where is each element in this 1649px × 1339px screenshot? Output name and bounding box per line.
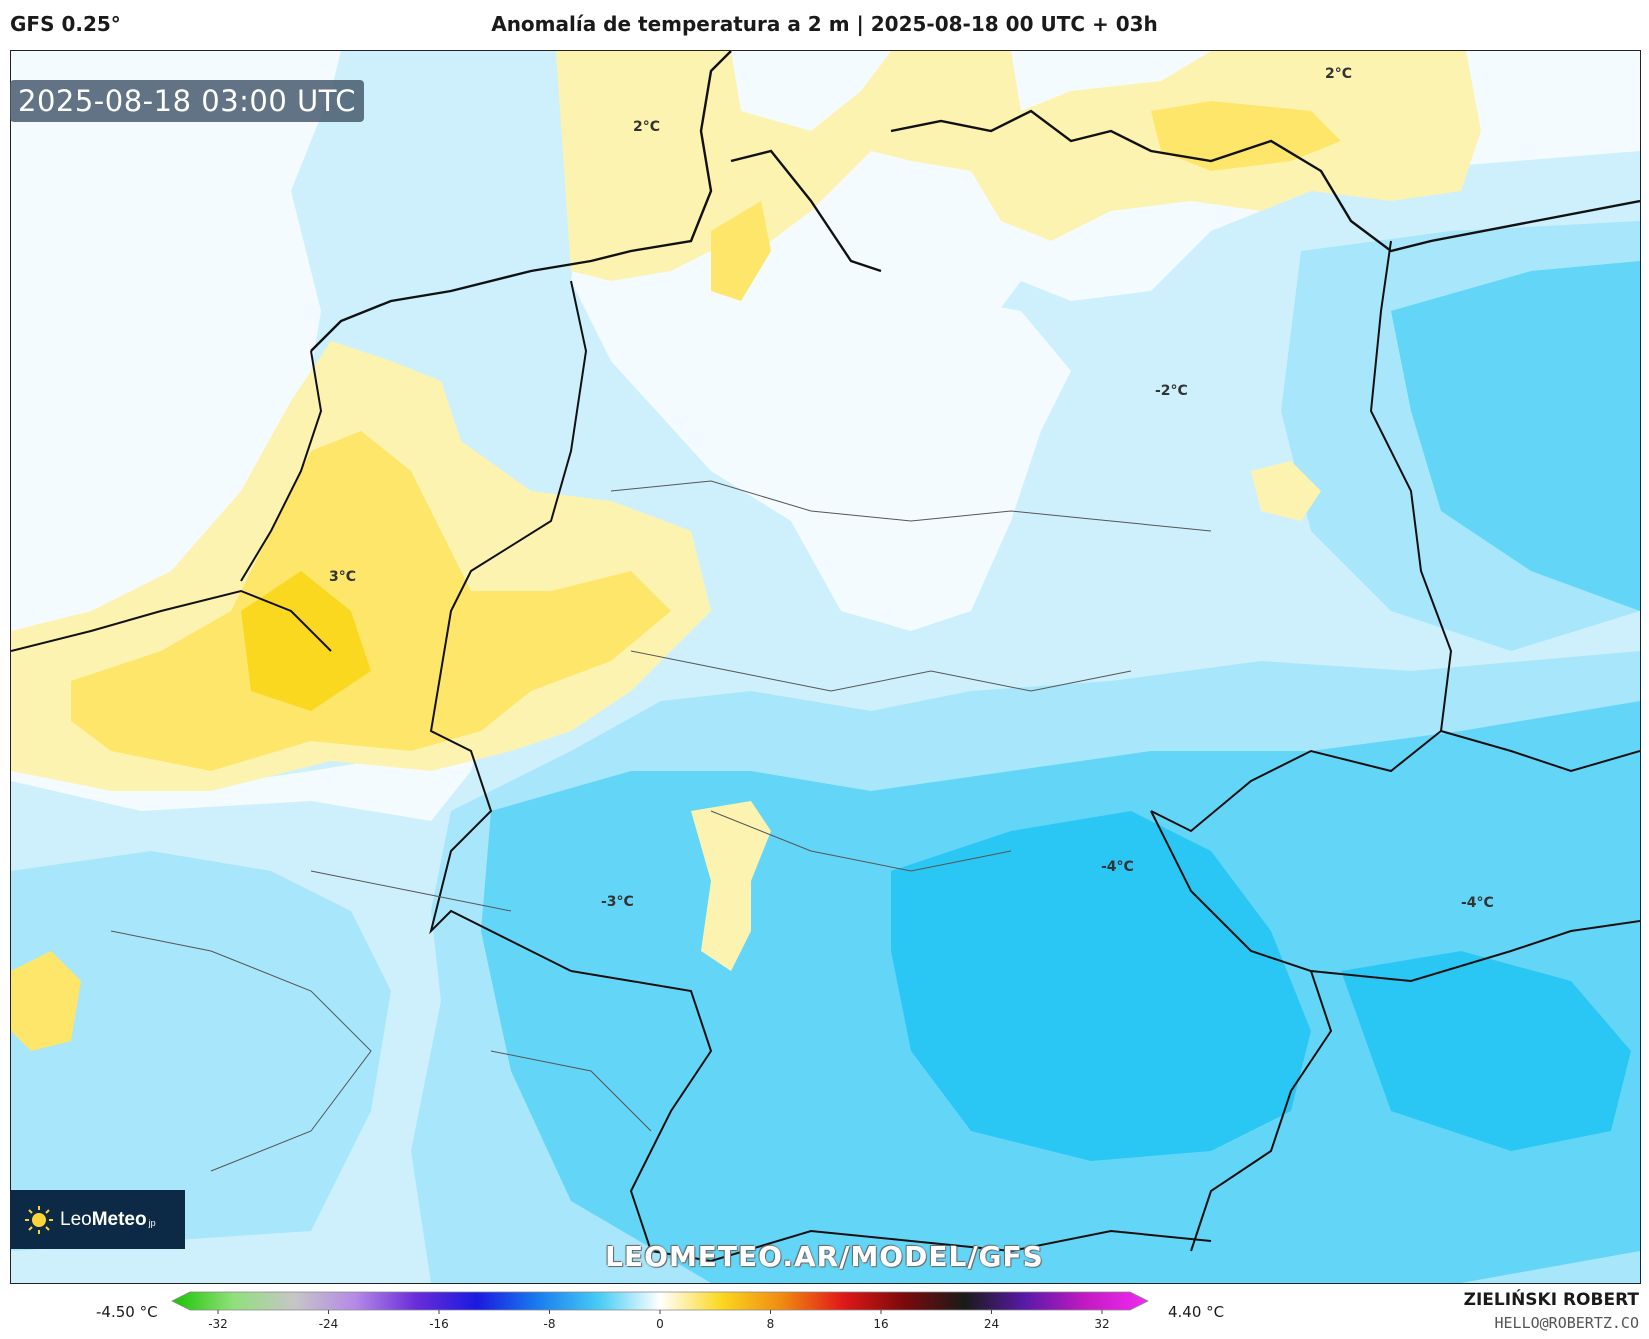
contour-label: -4°C <box>1101 859 1134 875</box>
legend-tick-label: 32 <box>1094 1317 1109 1331</box>
neutral-field-central <box>571 281 1071 631</box>
contour-label: 3°C <box>329 569 356 585</box>
brand-regular: Leo <box>60 1208 92 1230</box>
legend-tick-label: 24 <box>984 1317 999 1331</box>
legend-tick-label: 8 <box>767 1317 775 1331</box>
contour-label: 2°C <box>633 119 660 135</box>
contour-label: -3°C <box>601 894 634 910</box>
warm-mid-north <box>711 201 771 301</box>
contour-label: 2°C <box>1325 66 1352 82</box>
model-name: GFS 0.25° <box>10 12 121 36</box>
author-name: ZIELIŃSKI ROBERT <box>1463 1290 1639 1310</box>
legend-tick-label: 16 <box>873 1317 888 1331</box>
warm-strong-core <box>241 571 371 711</box>
border-central-europe <box>1150 730 1640 1252</box>
contour-label: -4°C <box>1461 895 1494 911</box>
map-canvas: 2°C 2°C 3°C -2°C -3°C -4°C -4°C <box>11 51 1640 1283</box>
warm-mid-southwest <box>11 951 81 1051</box>
sun-icon <box>25 1205 53 1234</box>
legend-colorbar: -32 -24 -16 -8 0 8 16 24 32 <box>171 1291 1149 1331</box>
border-germany-south <box>570 970 1212 1263</box>
warm-rhine-valley <box>691 801 771 971</box>
cold-strong-east <box>1391 261 1640 611</box>
author-email[interactable]: HELLO@ROBERTZ.CO <box>1494 1314 1640 1332</box>
border-germany-west <box>429 280 588 972</box>
regional-borders <box>110 480 1212 1172</box>
cold-mid-west <box>11 851 391 1251</box>
coastline-baltic <box>730 109 1640 273</box>
leometeo-logo[interactable]: Leo Meteo jp <box>10 1190 185 1249</box>
warm-lake-spot <box>1251 461 1321 521</box>
cold-deep-core <box>891 811 1311 1161</box>
legend-tick-label: 0 <box>656 1317 664 1331</box>
watermark-url: LEOMETEO.AR/MODEL/GFS <box>605 1240 1044 1273</box>
brand-suffix: jp <box>148 1217 156 1228</box>
coastline-north-sea <box>310 51 732 352</box>
contour-label: -2°C <box>1155 383 1188 399</box>
legend-min-value: -4.50 °C <box>96 1303 158 1321</box>
warm-mid-benelux <box>71 431 671 771</box>
temperature-anomaly-map[interactable]: 2°C 2°C 3°C -2°C -3°C -4°C -4°C <box>10 50 1641 1284</box>
legend-tick-label: -16 <box>429 1317 449 1331</box>
color-legend: -32 -24 -16 -8 0 8 16 24 32 <box>0 1288 1649 1339</box>
legend-tick-label: -24 <box>319 1317 339 1331</box>
valid-time-badge: 2025-08-18 03:00 UTC <box>10 80 365 122</box>
cold-deep-east <box>1341 951 1631 1151</box>
legend-tick-label: -32 <box>208 1317 228 1331</box>
map-title: Anomalía de temperatura a 2 m | 2025-08-… <box>491 12 1158 36</box>
border-germany-poland <box>1150 240 1453 833</box>
brand-bold: Meteo <box>91 1208 147 1230</box>
legend-tick-label: -8 <box>544 1317 556 1331</box>
legend-max-value: 4.40 °C <box>1168 1303 1225 1321</box>
legend-gradient-bar <box>171 1291 1149 1311</box>
border-benelux <box>11 350 332 652</box>
